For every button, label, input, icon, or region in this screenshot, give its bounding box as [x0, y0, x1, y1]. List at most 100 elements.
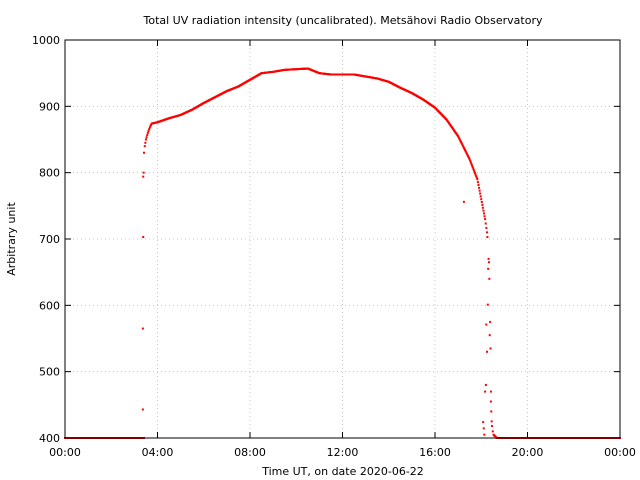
- y-tick-label: 400: [39, 432, 60, 445]
- data-point: [142, 175, 145, 178]
- data-point: [484, 218, 487, 221]
- data-point: [150, 123, 153, 126]
- data-point: [480, 198, 483, 201]
- y-axis-label: Arbitrary unit: [5, 202, 18, 276]
- chart-title: Total UV radiation intensity (uncalibrat…: [143, 14, 543, 27]
- data-point: [144, 138, 147, 141]
- data-point: [487, 257, 490, 260]
- data-point: [143, 151, 146, 154]
- data-point: [476, 178, 479, 181]
- data-point: [472, 167, 475, 170]
- data-point: [483, 433, 486, 436]
- data-point: [480, 201, 483, 204]
- data-point: [471, 166, 474, 169]
- data-point: [478, 186, 481, 189]
- data-point: [478, 189, 481, 192]
- data-point: [486, 350, 489, 353]
- data-point: [476, 181, 479, 184]
- data-point: [457, 136, 460, 139]
- x-tick-label: 12:00: [327, 446, 359, 459]
- data-point: [462, 200, 465, 203]
- data-point: [490, 410, 493, 413]
- grid-lines: [65, 40, 620, 438]
- x-tick-label: 00:00: [604, 446, 636, 459]
- data-point: [469, 159, 472, 162]
- data-point: [489, 400, 492, 403]
- data-point: [146, 131, 149, 134]
- data-point: [473, 170, 476, 173]
- data-point: [467, 156, 470, 159]
- x-axis-label: Time UT, on date 2020-06-22: [261, 465, 424, 478]
- data-point: [462, 145, 465, 148]
- data-point: [462, 146, 465, 149]
- data-point: [482, 427, 485, 430]
- y-tick-label: 800: [39, 167, 60, 180]
- data-point: [464, 150, 467, 153]
- data-point: [463, 147, 466, 150]
- data-point: [142, 236, 145, 239]
- data-point: [468, 157, 471, 160]
- data-point: [460, 140, 463, 143]
- data-point: [482, 209, 485, 212]
- data-points: [64, 67, 621, 439]
- data-point: [145, 136, 148, 139]
- data-point: [475, 175, 478, 178]
- data-point: [464, 149, 467, 152]
- data-point: [470, 162, 473, 165]
- data-point: [489, 390, 492, 393]
- data-point: [477, 183, 480, 186]
- data-point: [142, 171, 145, 174]
- data-point: [460, 142, 463, 145]
- data-point: [484, 383, 487, 386]
- data-point: [475, 176, 478, 179]
- data-point: [481, 203, 484, 206]
- data-point: [489, 347, 492, 350]
- data-point: [488, 277, 491, 280]
- data-point: [143, 145, 146, 148]
- data-point: [461, 143, 464, 146]
- x-tick-label: 20:00: [512, 446, 544, 459]
- data-point: [487, 267, 490, 270]
- data-point: [148, 128, 151, 131]
- y-tick-label: 1000: [32, 34, 60, 47]
- x-tick-label: 16:00: [419, 446, 451, 459]
- data-point: [474, 172, 477, 175]
- data-point: [466, 154, 469, 157]
- data-point: [458, 137, 461, 140]
- data-point: [141, 327, 144, 330]
- x-tick-label: 00:00: [49, 446, 81, 459]
- data-point: [468, 158, 471, 161]
- data-point: [458, 138, 461, 141]
- data-point: [148, 126, 151, 129]
- data-point: [491, 425, 494, 428]
- data-point: [147, 130, 150, 133]
- data-point: [482, 421, 485, 424]
- data-point: [471, 164, 474, 167]
- data-point: [461, 144, 464, 147]
- data-point: [491, 430, 494, 433]
- data-point: [479, 192, 482, 195]
- data-point: [486, 303, 489, 306]
- data-point: [483, 215, 486, 218]
- data-point: [459, 139, 462, 142]
- data-point: [488, 334, 491, 337]
- data-point: [472, 169, 475, 172]
- data-point: [486, 231, 489, 234]
- data-point: [486, 236, 489, 239]
- data-point: [483, 212, 485, 215]
- data-point: [146, 134, 149, 137]
- data-point: [481, 206, 484, 209]
- data-point: [489, 320, 492, 323]
- data-point: [465, 152, 468, 155]
- data-point: [484, 390, 487, 393]
- data-point: [469, 161, 472, 164]
- data-point: [485, 226, 488, 229]
- data-point: [457, 135, 460, 138]
- axis-ticks: 400 500 600 700 800 900 1000 00:00 04:00 08:00 12:…: [32, 34, 636, 459]
- data-point: [144, 141, 147, 144]
- data-point: [465, 151, 468, 154]
- y-tick-label: 600: [39, 299, 60, 312]
- data-point: [490, 420, 493, 423]
- x-tick-label: 08:00: [234, 446, 266, 459]
- data-point: [149, 125, 152, 128]
